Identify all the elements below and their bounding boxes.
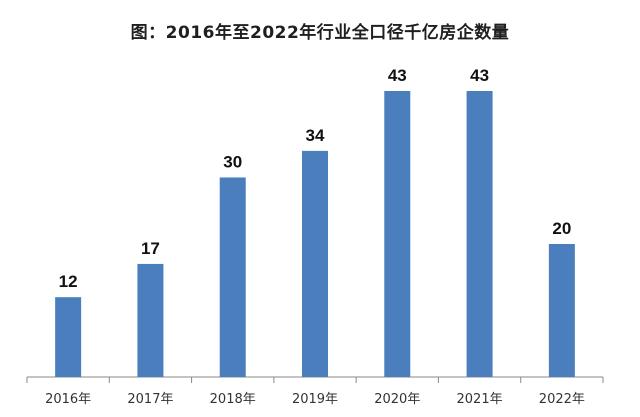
data-label: 12 [59, 272, 78, 291]
data-labels-group: 12 17 30 34 43 43 20 [59, 66, 572, 291]
bar-2016年 [55, 297, 82, 377]
x-tick-label: 2018年 [210, 392, 256, 407]
x-axis-ticks [26, 377, 604, 383]
bar-2022年 [548, 243, 575, 377]
bars-group [55, 91, 575, 377]
bar-2017年 [137, 263, 164, 377]
x-tick-label: 2022年 [539, 392, 585, 407]
data-label: 30 [223, 152, 242, 171]
bar-2020年 [384, 91, 411, 377]
x-tick-label: 2016年 [45, 392, 91, 407]
x-tick-label: 2017年 [127, 392, 173, 407]
x-tick-label: 2020年 [374, 392, 420, 407]
bar-2019年 [302, 150, 328, 377]
bar-2021年 [466, 91, 493, 377]
data-label: 34 [306, 126, 325, 145]
x-tick-label: 2019年 [292, 392, 338, 407]
data-label: 43 [388, 66, 407, 85]
data-label: 17 [141, 239, 160, 258]
chart-title: 图：2016年至2022年行业全口径千亿房企数量 [130, 23, 510, 43]
bar-2018年 [219, 177, 246, 377]
data-label: 43 [470, 66, 489, 85]
category-labels-group: 2016年 2017年 2018年 2019年 2020年 2021年 2022年 [45, 392, 585, 407]
x-tick-label: 2021年 [457, 392, 503, 407]
data-label: 20 [552, 219, 571, 238]
